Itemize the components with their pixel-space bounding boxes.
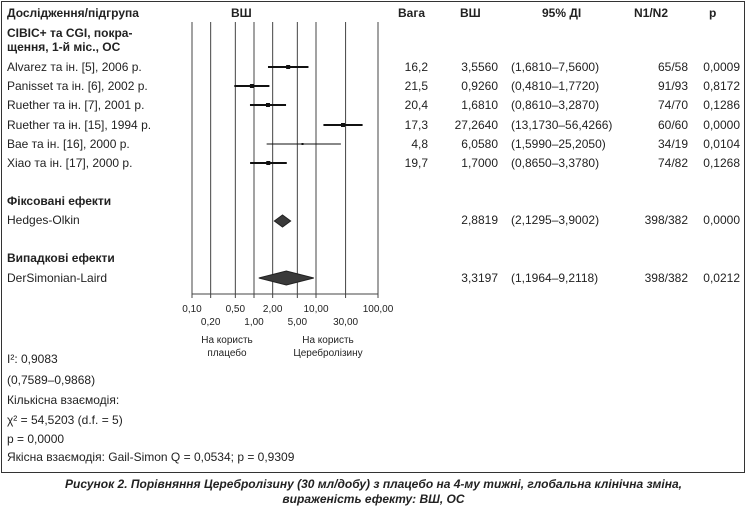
- study-ci: (13,1730–56,4266): [511, 118, 613, 132]
- study-n: 74/82: [657, 156, 688, 170]
- header-n: N1/N2: [634, 6, 669, 20]
- random-or: 3,3197: [461, 271, 498, 285]
- study-or: 6,0580: [461, 137, 498, 151]
- caption-line2: вираженість ефекту: ВШ, ОС: [282, 492, 465, 506]
- favors-right-line1: На користь: [302, 335, 354, 346]
- point-estimate: [265, 103, 270, 107]
- study-name: Alvarez та ін. [5], 2006 р.: [7, 60, 142, 74]
- x-tick-label: 30,00: [333, 317, 358, 328]
- random-title: Випадкові ефекти: [7, 251, 115, 265]
- study-n: 65/58: [657, 60, 688, 74]
- study-or: 0,9260: [461, 79, 498, 93]
- x-axis: 0,10 0,50 2,00 10,00 100,00 0,20 1,00 5,00 30,00: [182, 293, 394, 328]
- header-study: Дослідження/підгрупа: [7, 6, 139, 20]
- header-p: p: [709, 6, 717, 20]
- study-n: 74/70: [657, 98, 688, 112]
- fixed-effect-diamond: [273, 214, 292, 228]
- stat-quant-label: Кількісна взаємодія:: [7, 393, 120, 407]
- fixed-ci: (2,1295–3,9002): [511, 213, 600, 227]
- study-p: 0,0000: [703, 118, 740, 132]
- study-or: 3,5560: [461, 60, 498, 74]
- caption-line1: Рисунок 2. Порівняння Церебролізину (30 …: [65, 477, 682, 491]
- fixed-title: Фіксовані ефекти: [7, 194, 112, 208]
- stat-chi2: χ² = 54,5203 (d.f. = 5): [7, 413, 123, 427]
- stat-qualitative: Якісна взаємодія: Gail-Simon Q = 0,0534;…: [7, 450, 295, 464]
- study-p: 0,1268: [703, 156, 740, 170]
- point-estimate: [341, 123, 346, 127]
- study-weight: 16,2: [404, 60, 428, 74]
- point-estimate: [301, 143, 304, 145]
- random-n: 398/382: [644, 271, 688, 285]
- random-method: DerSimonian-Laird: [7, 271, 108, 285]
- point-estimate: [266, 161, 271, 165]
- study-name: Panisset та ін. [6], 2002 р.: [7, 79, 148, 93]
- study-p: 0,8172: [703, 79, 740, 93]
- point-estimate: [249, 84, 254, 88]
- study-p: 0,0104: [703, 137, 740, 151]
- study-weight: 4,8: [411, 137, 428, 151]
- study-ci: (1,5990–25,2050): [511, 137, 606, 151]
- x-tick-label: 5,00: [288, 317, 308, 328]
- random-effect-diamond: [258, 270, 314, 286]
- stat-p: p = 0,0000: [7, 432, 65, 446]
- figure-frame: [1, 1, 745, 473]
- forest-plot: 0,10 0,50 2,00 10,00 100,00 0,20 1,00 5,00 30,00…: [182, 22, 394, 359]
- header-weight: Вага: [398, 6, 426, 20]
- figure-caption: Рисунок 2. Порівняння Церебролізину (30 …: [0, 477, 747, 507]
- study-or: 1,6810: [461, 98, 498, 112]
- study-name: Bae та ін. [16], 2000 р.: [7, 137, 130, 151]
- study-weight: 19,7: [404, 156, 428, 170]
- favors-labels: На користь плацебо На користь Цереброліз…: [201, 335, 362, 359]
- study-n: 34/19: [657, 137, 688, 151]
- study-or: 27,2640: [454, 118, 498, 132]
- favors-right-line2: Церебролізину: [293, 347, 362, 359]
- study-ci: (0,4810–1,7720): [511, 79, 600, 93]
- study-n: 91/93: [657, 79, 688, 93]
- header-or: ВШ: [460, 6, 481, 20]
- random-ci: (1,1964–9,2118): [511, 271, 599, 285]
- study-ci: (1,6810–7,5600): [511, 60, 600, 74]
- study-weight: 20,4: [404, 98, 428, 112]
- study-name: Ruether та ін. [7], 2001 р.: [7, 98, 145, 112]
- x-tick-label: 100,00: [363, 304, 394, 315]
- random-p: 0,0212: [703, 271, 740, 285]
- header-ci: 95% ДІ: [542, 6, 582, 20]
- group-title-line1: CIBIC+ та CGI, покра-: [7, 26, 133, 40]
- x-tick-label: 1,00: [244, 317, 264, 328]
- gridlines: [191, 22, 379, 294]
- favors-left-line1: На користь: [201, 335, 253, 346]
- x-tick-label: 2,00: [263, 304, 283, 315]
- x-tick-label: 10,00: [303, 304, 328, 315]
- study-n: 60/60: [657, 118, 688, 132]
- study-ci: (0,8650–3,3780): [511, 156, 600, 170]
- study-p: 0,1286: [703, 98, 740, 112]
- study-or: 1,7000: [461, 156, 498, 170]
- x-tick-label: 0,50: [226, 304, 246, 315]
- stat-i2-ci: (0,7589–0,9868): [7, 373, 96, 387]
- favors-left-line2: плацебо: [207, 347, 247, 359]
- study-weight: 17,3: [404, 118, 428, 132]
- x-tick-label: 0,10: [182, 304, 202, 315]
- fixed-n: 398/382: [644, 213, 688, 227]
- group-title-line2: щення, 1-й міс., ОС: [7, 40, 121, 54]
- study-name: Xiao та ін. [17], 2000 р.: [7, 156, 133, 170]
- fixed-method: Hedges-Olkin: [7, 213, 80, 227]
- study-name: Ruether та ін. [15], 1994 р.: [7, 118, 152, 132]
- study-weight: 21,5: [404, 79, 428, 93]
- point-estimate: [286, 65, 291, 69]
- study-p: 0,0009: [703, 60, 740, 74]
- header-plot: ВШ: [231, 6, 252, 20]
- study-ci: (0,8610–3,2870): [511, 98, 600, 112]
- stat-i2: I²: 0,9083: [7, 352, 58, 366]
- fixed-or: 2,8819: [461, 213, 498, 227]
- fixed-p: 0,0000: [703, 213, 740, 227]
- x-tick-label: 0,20: [201, 317, 221, 328]
- plot-marks: [234, 65, 363, 286]
